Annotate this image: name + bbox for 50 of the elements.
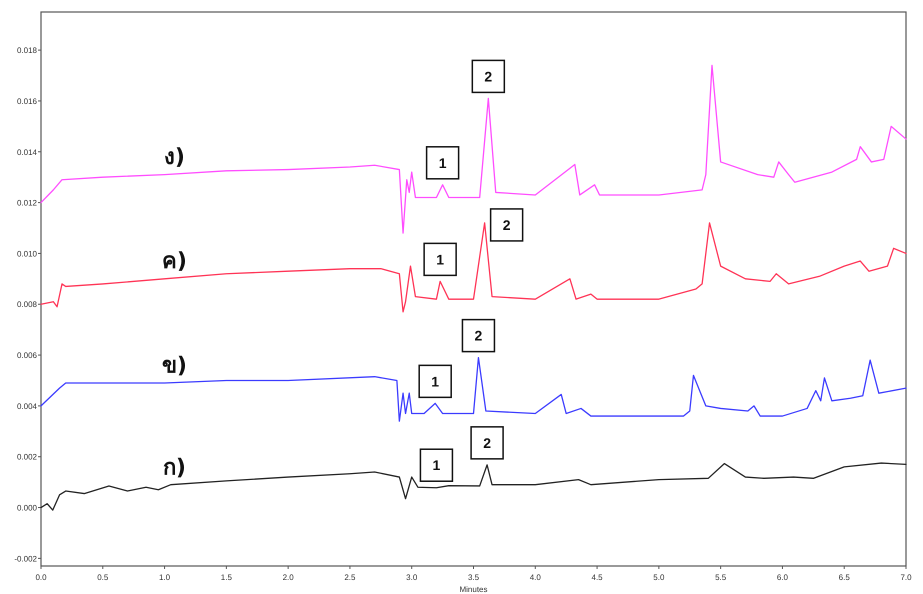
annotation: 1 xyxy=(423,242,457,276)
y-tick-label: 0.012 xyxy=(16,198,38,208)
annotation: 2 xyxy=(462,318,496,352)
annotation: 2 xyxy=(474,328,483,344)
x-tick-label: 7.0 xyxy=(900,573,912,582)
x-tick-label: 0.5 xyxy=(97,573,109,582)
annotation: 1 xyxy=(418,364,452,398)
x-tick-label: 6.0 xyxy=(776,573,789,582)
x-tick-label: 6.5 xyxy=(838,573,850,582)
series-label: ง) xyxy=(164,145,185,170)
annotation: 1 xyxy=(438,154,447,171)
y-tick-label: 0.018 xyxy=(16,46,38,56)
annotation: 2 xyxy=(470,426,504,460)
y-tick-label: 0.010 xyxy=(16,249,38,258)
x-tick-label: 4.0 xyxy=(530,573,542,582)
line-series xyxy=(40,222,907,313)
y-tick-label: 0.000 xyxy=(16,504,38,513)
annotation: 2 xyxy=(502,216,511,233)
y-tick-label: 0.004 xyxy=(16,402,38,411)
annotation: 1 xyxy=(436,251,444,268)
x-axis-title: Minutes xyxy=(459,585,488,594)
line-series xyxy=(40,64,907,234)
x-tick-label: 1.0 xyxy=(159,573,171,582)
x-tick-label: 3.0 xyxy=(406,573,418,582)
annotation: 1 xyxy=(432,457,441,474)
y-tick-label: 0.014 xyxy=(16,148,38,157)
annotation: 2 xyxy=(472,60,506,94)
series-label: ก) xyxy=(162,455,186,480)
series-label: ค) xyxy=(162,249,187,274)
y-tick-label: 0.006 xyxy=(16,351,38,360)
x-tick-label: 0.0 xyxy=(35,573,48,582)
x-tick-label: 3.5 xyxy=(468,573,480,582)
x-tick-label: 1.5 xyxy=(220,573,232,582)
annotation: 1 xyxy=(420,448,454,482)
annotation: 1 xyxy=(431,373,440,390)
annotation: 2 xyxy=(490,208,524,242)
y-tick-label: -0.002 xyxy=(14,554,38,564)
annotation: 2 xyxy=(483,434,492,451)
line-series xyxy=(40,356,907,422)
x-tick-label: 5.5 xyxy=(715,573,727,582)
y-tick-label: 0.002 xyxy=(16,452,38,462)
annotation: 1 xyxy=(426,146,460,180)
annotation: 2 xyxy=(484,68,492,84)
x-tick-label: 4.5 xyxy=(592,573,604,582)
series-label: ข) xyxy=(162,354,187,379)
x-tick-label: 2.5 xyxy=(344,573,356,582)
x-tick-label: 2.0 xyxy=(282,573,294,582)
x-tick-label: 5.0 xyxy=(653,573,665,582)
y-tick-label: 0.008 xyxy=(16,300,38,310)
y-tick-label: 0.016 xyxy=(16,96,38,106)
